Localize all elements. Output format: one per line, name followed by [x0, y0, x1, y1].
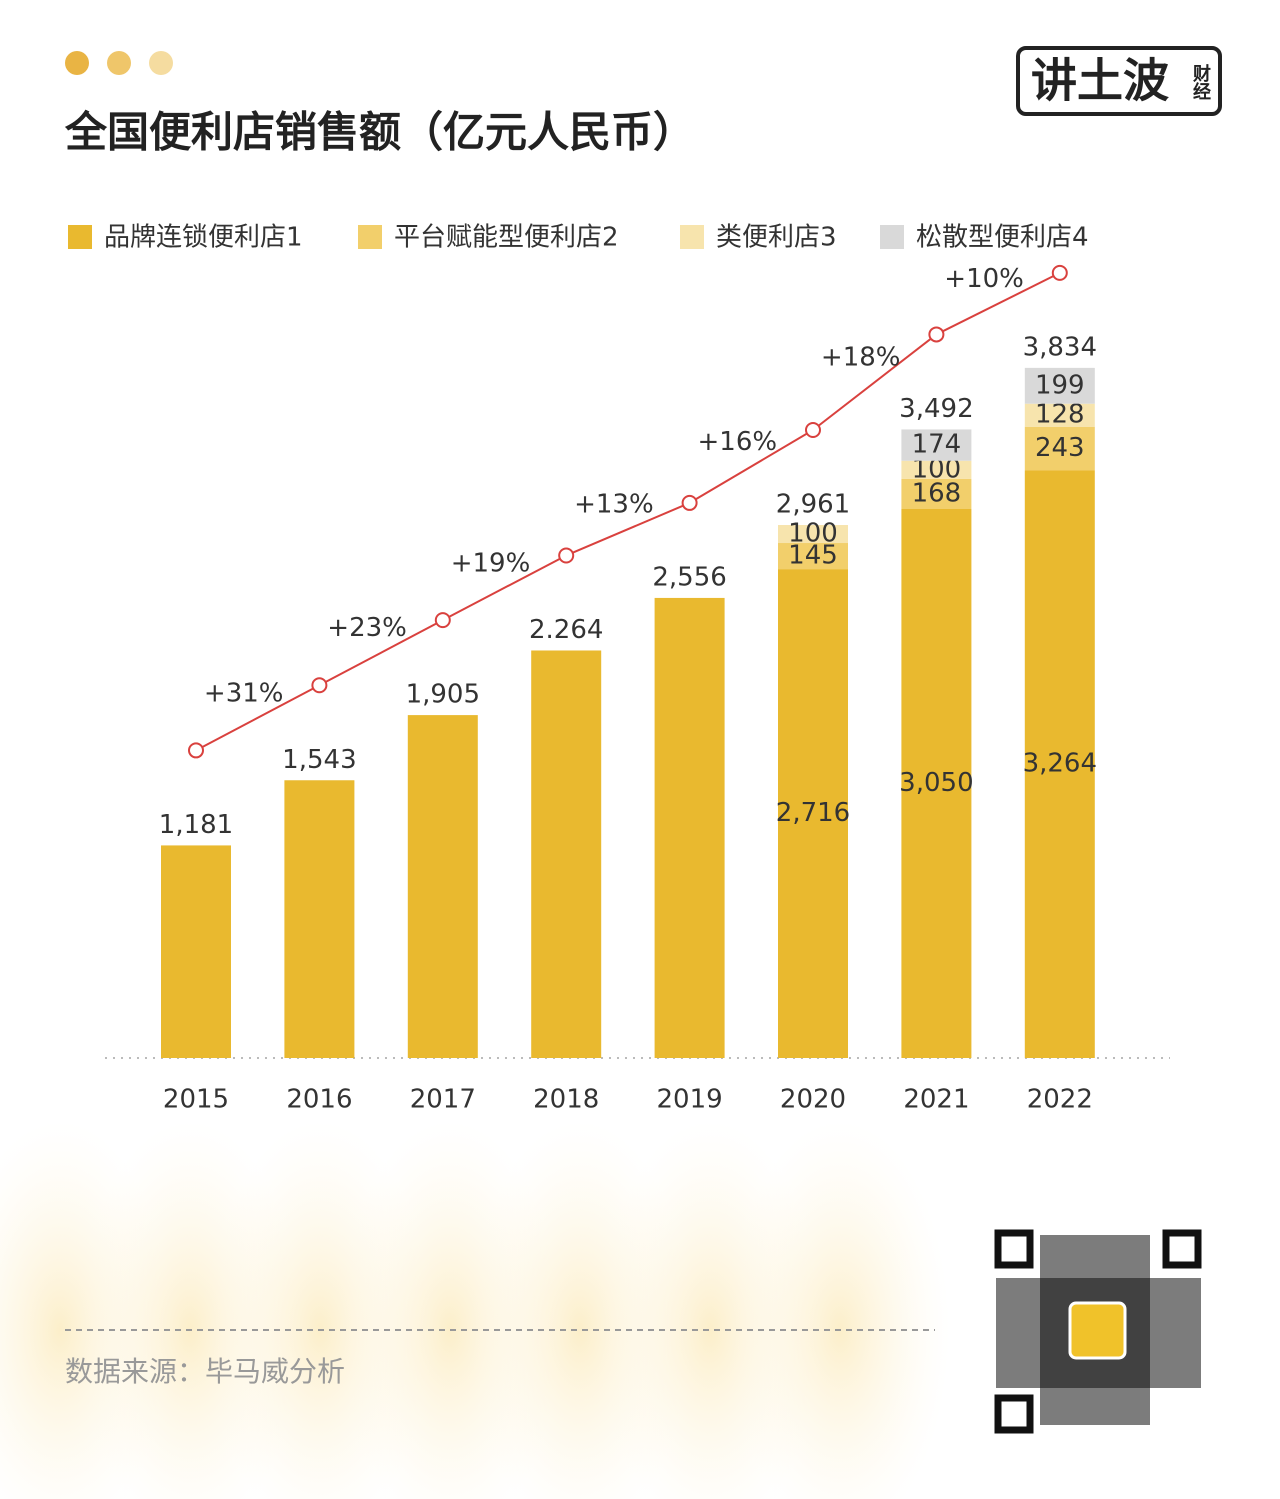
data-label: 3,264 — [1023, 749, 1097, 779]
x-tick-label: 2015 — [163, 1085, 229, 1115]
growth-point — [805, 422, 821, 439]
bar-segment — [901, 460, 972, 479]
x-tick-label: 2022 — [1027, 1085, 1093, 1115]
growth-point — [1051, 264, 1068, 281]
data-label: 2,716 — [776, 798, 850, 828]
growth-line — [565, 501, 690, 557]
growth-label: +31% — [204, 678, 284, 708]
logo: 讲土波 财经 — [1016, 46, 1222, 116]
legend-swatch — [358, 225, 382, 249]
growth-point — [434, 612, 451, 629]
legend-swatch — [680, 225, 704, 249]
bar-segment — [901, 509, 972, 1058]
total-label: 3,492 — [899, 394, 973, 424]
legend-swatch — [880, 225, 904, 249]
chart-title: 全国便利店销售额（亿元人民币） — [64, 108, 695, 157]
growth-line — [195, 684, 320, 752]
bar-segment — [1024, 403, 1095, 427]
growth-label: +13% — [574, 490, 654, 520]
bar-segment — [1024, 470, 1095, 1059]
growth-point — [558, 547, 575, 564]
bar-segment — [778, 525, 848, 544]
legend-swatch — [68, 225, 92, 249]
data-label: 2,556 — [652, 562, 726, 592]
x-tick-label: 2019 — [657, 1085, 723, 1115]
total-label: 2,961 — [776, 490, 850, 520]
decor-dot — [107, 51, 131, 75]
data-label: 1,905 — [406, 680, 480, 710]
growth-line — [318, 619, 444, 687]
growth-label: +23% — [327, 613, 407, 643]
bar-segment — [778, 543, 848, 570]
bar-segment — [901, 478, 972, 509]
growth-point — [928, 326, 945, 343]
data-label: 174 — [912, 430, 962, 460]
x-tick-label: 2021 — [903, 1085, 969, 1115]
bar-segment — [654, 597, 725, 1058]
data-label: 3,050 — [899, 768, 973, 798]
x-tick-label: 2016 — [286, 1085, 352, 1115]
growth-line — [812, 333, 938, 431]
growth-label: +19% — [451, 548, 531, 578]
decor-dot — [65, 51, 89, 75]
growth-label: +18% — [821, 343, 901, 373]
bar-segment — [531, 650, 602, 1058]
total-label: 3,834 — [1023, 332, 1097, 362]
source: 数据来源：毕马威分析 — [65, 1355, 345, 1388]
data-label: 145 — [788, 541, 838, 571]
data-label: 100 — [788, 519, 838, 549]
data-label: 243 — [1035, 433, 1085, 463]
growth-point — [311, 677, 328, 694]
decor-dot — [149, 51, 173, 75]
bar-segment — [407, 715, 478, 1058]
growth-point — [681, 494, 698, 511]
data-label: 1,543 — [282, 745, 356, 775]
data-label: 199 — [1035, 370, 1085, 400]
logo-sub: 财经 — [1190, 63, 1211, 100]
legend-label: 松散型便利店4 — [916, 223, 1089, 253]
bar-segment — [161, 845, 231, 1058]
data-label: 168 — [912, 478, 962, 508]
data-label: 1,181 — [159, 810, 233, 840]
bar-segment — [901, 429, 972, 461]
bar-segment — [1024, 426, 1095, 471]
x-tick-label: 2018 — [533, 1085, 599, 1115]
qr-code — [980, 1215, 1210, 1445]
data-label: 2.264 — [529, 615, 603, 645]
background-decor — [0, 1120, 950, 1499]
data-label: 128 — [1035, 400, 1085, 430]
growth-line — [935, 271, 1061, 336]
logo-main: 讲土波 — [1031, 54, 1169, 108]
growth-label: +16% — [698, 427, 778, 457]
growth-point — [188, 742, 204, 759]
growth-line — [689, 429, 814, 504]
x-tick-label: 2017 — [410, 1085, 476, 1115]
bar-segment — [778, 569, 848, 1058]
bar-segment — [284, 780, 355, 1058]
x-tick-label: 2020 — [780, 1085, 846, 1115]
growth-label: +10% — [944, 264, 1024, 294]
legend-label: 类便利店3 — [716, 223, 837, 253]
legend-label: 平台赋能型便利店2 — [394, 223, 619, 253]
growth-line — [442, 554, 567, 621]
legend-label: 品牌连锁便利店1 — [104, 223, 303, 253]
bar-segment — [1024, 367, 1095, 404]
